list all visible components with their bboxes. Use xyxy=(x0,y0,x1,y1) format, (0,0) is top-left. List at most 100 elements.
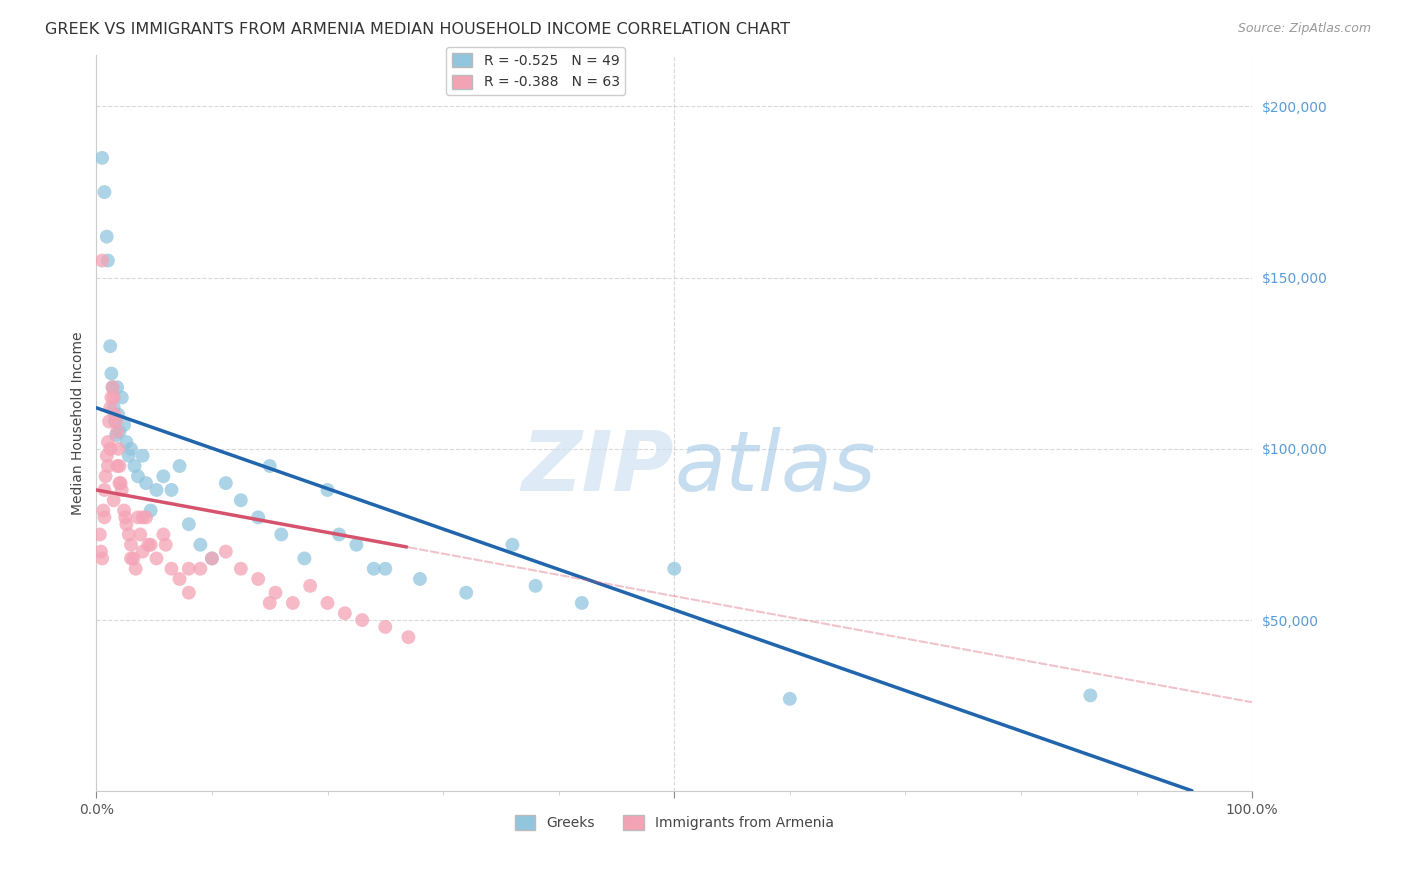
Point xyxy=(139,538,162,552)
Point xyxy=(93,510,115,524)
Point xyxy=(139,503,162,517)
Point xyxy=(108,476,131,491)
Point xyxy=(97,458,120,473)
Point xyxy=(90,544,112,558)
Point xyxy=(201,551,224,566)
Point xyxy=(118,449,141,463)
Point xyxy=(105,425,128,439)
Point xyxy=(91,253,114,268)
Point xyxy=(96,449,118,463)
Point xyxy=(281,596,304,610)
Point xyxy=(110,476,132,491)
Point xyxy=(103,401,125,415)
Point xyxy=(215,544,238,558)
Point xyxy=(89,527,111,541)
Point xyxy=(131,544,153,558)
Point xyxy=(259,596,281,610)
Point xyxy=(114,510,136,524)
Point xyxy=(129,527,152,541)
Point xyxy=(107,442,129,456)
Point xyxy=(145,551,167,566)
Point xyxy=(94,469,117,483)
Point xyxy=(98,339,121,353)
Point xyxy=(177,585,200,599)
Point xyxy=(352,613,374,627)
Point xyxy=(571,596,593,610)
Point xyxy=(97,435,120,450)
Point xyxy=(374,620,396,634)
Point xyxy=(101,380,124,394)
Text: GREEK VS IMMIGRANTS FROM ARMENIA MEDIAN HOUSEHOLD INCOME CORRELATION CHART: GREEK VS IMMIGRANTS FROM ARMENIA MEDIAN … xyxy=(45,22,790,37)
Point xyxy=(112,417,135,432)
Point xyxy=(131,510,153,524)
Point xyxy=(115,517,138,532)
Point xyxy=(127,469,149,483)
Point xyxy=(120,538,142,552)
Point xyxy=(169,458,191,473)
Point xyxy=(91,151,114,165)
Point xyxy=(316,483,339,497)
Point xyxy=(105,415,128,429)
Y-axis label: Median Household Income: Median Household Income xyxy=(72,332,86,515)
Point xyxy=(190,538,212,552)
Point xyxy=(135,476,157,491)
Point xyxy=(169,572,191,586)
Point xyxy=(247,572,270,586)
Point xyxy=(111,483,134,497)
Point xyxy=(344,538,367,552)
Point xyxy=(201,551,224,566)
Legend: Greeks, Immigrants from Armenia: Greeks, Immigrants from Armenia xyxy=(509,810,839,836)
Point xyxy=(120,551,142,566)
Point xyxy=(177,562,200,576)
Point xyxy=(135,510,157,524)
Point xyxy=(124,458,146,473)
Point xyxy=(396,630,419,644)
Point xyxy=(101,380,124,394)
Text: Source: ZipAtlas.com: Source: ZipAtlas.com xyxy=(1237,22,1371,36)
Point xyxy=(108,425,131,439)
Point xyxy=(138,538,160,552)
Point xyxy=(98,401,121,415)
Text: atlas: atlas xyxy=(675,427,876,508)
Point xyxy=(105,380,128,394)
Point xyxy=(524,579,547,593)
Point xyxy=(104,415,127,429)
Point xyxy=(264,585,287,599)
Point xyxy=(131,449,153,463)
Point xyxy=(100,391,122,405)
Point xyxy=(107,408,129,422)
Point xyxy=(103,391,125,405)
Point xyxy=(456,585,478,599)
Point xyxy=(259,458,281,473)
Point xyxy=(98,442,121,456)
Point xyxy=(160,483,183,497)
Point xyxy=(145,483,167,497)
Point xyxy=(118,527,141,541)
Point xyxy=(328,527,350,541)
Point xyxy=(152,527,174,541)
Point xyxy=(409,572,432,586)
Point xyxy=(93,185,115,199)
Point xyxy=(97,253,120,268)
Point xyxy=(127,510,149,524)
Point xyxy=(98,415,121,429)
Point xyxy=(316,596,339,610)
Point xyxy=(1078,689,1101,703)
Point xyxy=(152,469,174,483)
Point xyxy=(292,551,315,566)
Point xyxy=(363,562,385,576)
Point xyxy=(91,551,114,566)
Point xyxy=(177,517,200,532)
Point xyxy=(501,538,523,552)
Point xyxy=(104,408,127,422)
Point xyxy=(190,562,212,576)
Text: ZIP: ZIP xyxy=(522,427,675,508)
Point xyxy=(108,458,131,473)
Point xyxy=(374,562,396,576)
Point xyxy=(111,391,134,405)
Point xyxy=(270,527,292,541)
Point xyxy=(247,510,270,524)
Point xyxy=(779,691,801,706)
Point xyxy=(229,493,252,508)
Point xyxy=(155,538,177,552)
